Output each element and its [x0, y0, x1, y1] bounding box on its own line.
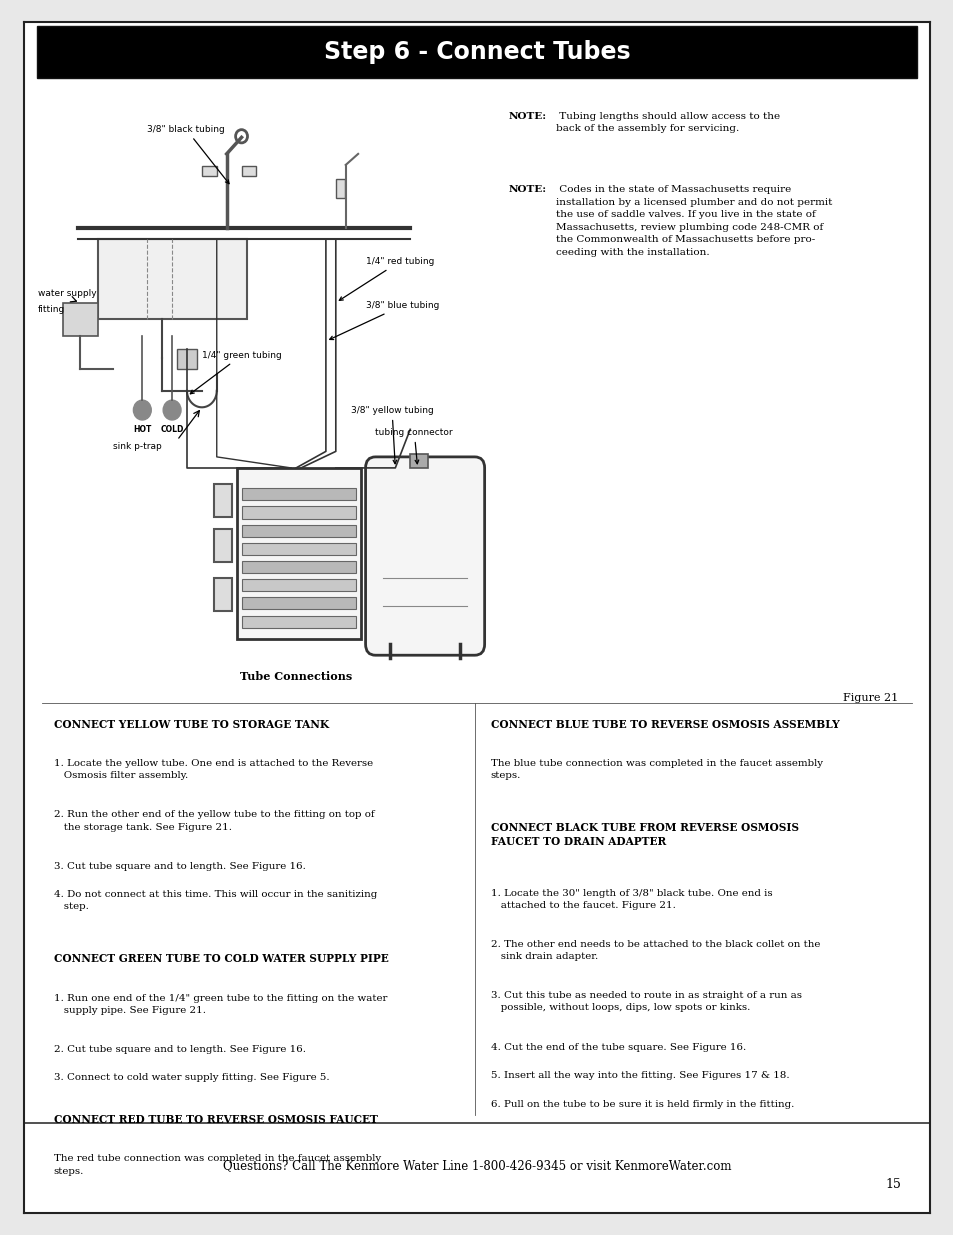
Text: tubing connector: tubing connector — [375, 427, 453, 464]
Bar — [241, 488, 355, 500]
Bar — [236, 468, 360, 638]
Bar — [202, 165, 216, 175]
Text: 3/8" yellow tubing: 3/8" yellow tubing — [351, 406, 433, 463]
Text: HOT: HOT — [133, 425, 152, 433]
Bar — [241, 561, 355, 573]
Text: 1. Run one end of the 1/4" green tube to the fitting on the water
   supply pipe: 1. Run one end of the 1/4" green tube to… — [53, 994, 387, 1015]
Bar — [410, 454, 427, 468]
FancyBboxPatch shape — [365, 457, 484, 656]
Text: 1/4" green tubing: 1/4" green tubing — [191, 351, 281, 394]
Bar — [241, 506, 355, 519]
Text: CONNECT YELLOW TUBE TO STORAGE TANK: CONNECT YELLOW TUBE TO STORAGE TANK — [53, 719, 329, 730]
Text: 1/4" red tubing: 1/4" red tubing — [339, 257, 434, 300]
Bar — [97, 240, 246, 319]
Bar — [214, 578, 232, 611]
Text: 3/8" blue tubing: 3/8" blue tubing — [330, 301, 438, 340]
Text: NOTE:: NOTE: — [508, 185, 546, 194]
Bar — [177, 350, 196, 369]
Text: 1. Locate the 30" length of 3/8" black tube. One end is
   attached to the fauce: 1. Locate the 30" length of 3/8" black t… — [490, 889, 771, 910]
Text: 2. Cut tube square and to length. See Figure 16.: 2. Cut tube square and to length. See Fi… — [53, 1045, 306, 1053]
Text: Tubing lengths should allow access to the
back of the assembly for servicing.: Tubing lengths should allow access to th… — [556, 111, 780, 133]
Text: CONNECT BLUE TUBE TO REVERSE OSMOSIS ASSEMBLY: CONNECT BLUE TUBE TO REVERSE OSMOSIS ASS… — [490, 719, 839, 730]
Text: 4. Do not connect at this time. This will occur in the sanitizing
   step.: 4. Do not connect at this time. This wil… — [53, 890, 376, 911]
Text: sink p-trap: sink p-trap — [112, 442, 162, 451]
Bar — [63, 303, 97, 336]
Bar — [241, 579, 355, 592]
Text: 5. Insert all the way into the fitting. See Figures 17 & 18.: 5. Insert all the way into the fitting. … — [490, 1071, 788, 1081]
Circle shape — [163, 400, 181, 420]
Text: 2. Run the other end of the yellow tube to the fitting on top of
   the storage : 2. Run the other end of the yellow tube … — [53, 810, 374, 831]
Text: water supply: water supply — [38, 289, 96, 298]
Text: CONNECT GREEN TUBE TO COLD WATER SUPPLY PIPE: CONNECT GREEN TUBE TO COLD WATER SUPPLY … — [53, 953, 388, 965]
Text: CONNECT RED TUBE TO REVERSE OSMOSIS FAUCET: CONNECT RED TUBE TO REVERSE OSMOSIS FAUC… — [53, 1114, 377, 1125]
Bar — [241, 525, 355, 537]
Bar — [335, 179, 344, 198]
Text: Step 6 - Connect Tubes: Step 6 - Connect Tubes — [323, 40, 630, 64]
Text: CONNECT BLACK TUBE FROM REVERSE OSMOSIS
FAUCET TO DRAIN ADAPTER: CONNECT BLACK TUBE FROM REVERSE OSMOSIS … — [490, 823, 798, 847]
Text: The red tube connection was completed in the faucet assembly
steps.: The red tube connection was completed in… — [53, 1155, 380, 1176]
Text: 2. The other end needs to be attached to the black collet on the
   sink drain a: 2. The other end needs to be attached to… — [490, 940, 820, 961]
Bar — [214, 529, 232, 562]
Bar — [241, 543, 355, 555]
Bar — [37, 26, 916, 78]
Text: 3. Cut this tube as needed to route in as straight of a run as
   possible, with: 3. Cut this tube as needed to route in a… — [490, 992, 801, 1013]
Circle shape — [133, 400, 152, 420]
Bar — [214, 484, 232, 517]
Text: 6. Pull on the tube to be sure it is held firmly in the fitting.: 6. Pull on the tube to be sure it is hel… — [490, 1099, 793, 1109]
Text: 1. Locate the yellow tube. One end is attached to the Reverse
   Osmosis filter : 1. Locate the yellow tube. One end is at… — [53, 760, 373, 781]
Text: Codes in the state of Massachusetts require
installation by a licensed plumber a: Codes in the state of Massachusetts requ… — [556, 185, 831, 257]
Text: fitting: fitting — [38, 305, 66, 315]
Text: COLD: COLD — [160, 425, 184, 433]
Text: The blue tube connection was completed in the faucet assembly
steps.: The blue tube connection was completed i… — [490, 760, 821, 781]
Text: NOTE:: NOTE: — [508, 111, 546, 121]
Bar — [241, 165, 256, 175]
Bar — [241, 615, 355, 627]
Text: 3. Connect to cold water supply fitting. See Figure 5.: 3. Connect to cold water supply fitting.… — [53, 1073, 329, 1082]
Text: 4. Cut the end of the tube square. See Figure 16.: 4. Cut the end of the tube square. See F… — [490, 1042, 745, 1051]
Text: 3. Cut tube square and to length. See Figure 16.: 3. Cut tube square and to length. See Fi… — [53, 862, 305, 871]
Text: Tube Connections: Tube Connections — [239, 671, 352, 682]
Text: Questions? Call The Kenmore Water Line 1-800-426-9345 or visit KenmoreWater.com: Questions? Call The Kenmore Water Line 1… — [222, 1158, 731, 1172]
Text: Figure 21: Figure 21 — [842, 693, 898, 703]
Bar — [241, 598, 355, 610]
Text: 3/8" black tubing: 3/8" black tubing — [147, 125, 229, 184]
Text: 15: 15 — [884, 1178, 901, 1192]
